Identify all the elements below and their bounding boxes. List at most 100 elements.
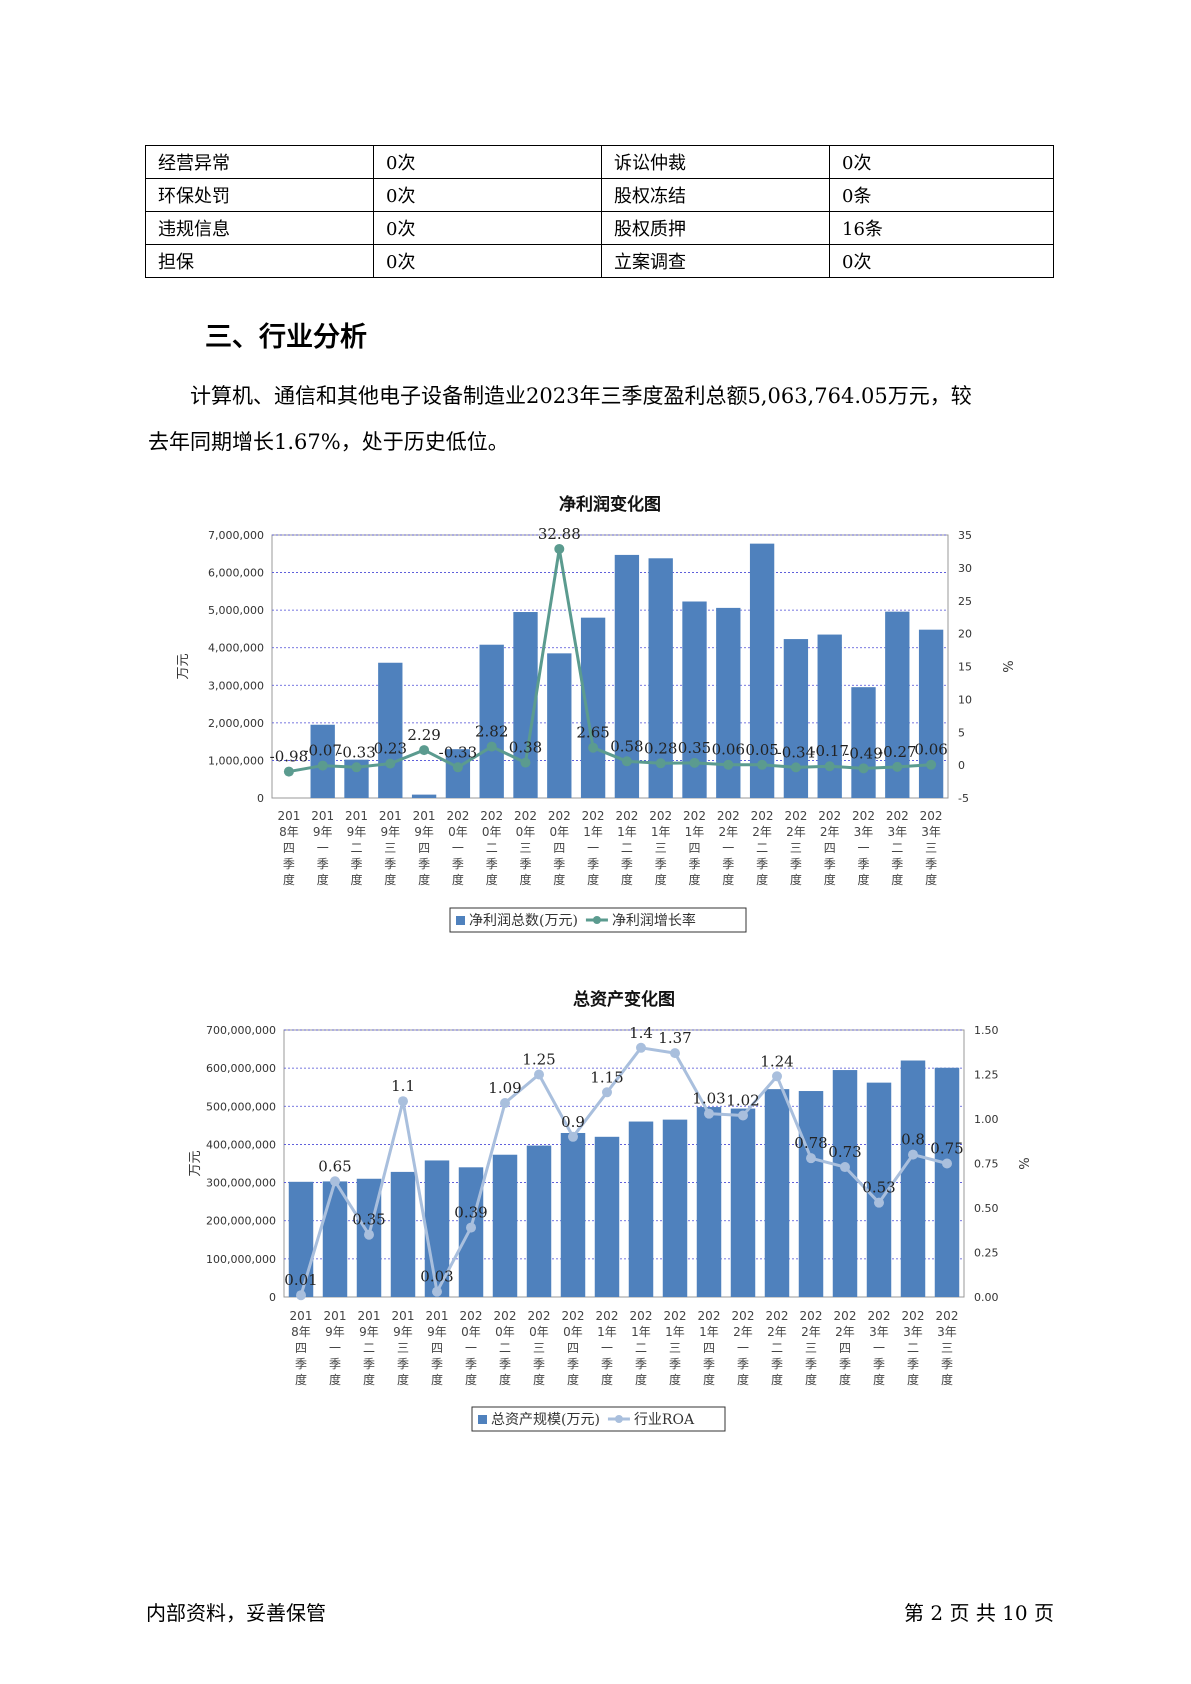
y-tick-label: 4,000,000 xyxy=(208,642,264,655)
x-tick-label: 202 3年二季度 xyxy=(886,809,909,887)
analysis-paragraph-line-2: 去年同期增长1.67%，处于历史低位。 xyxy=(148,430,509,454)
data-label: 1.4 xyxy=(629,1024,653,1042)
data-label: -0.98 xyxy=(270,748,308,766)
line-point xyxy=(330,1176,340,1187)
data-label: 0.8 xyxy=(901,1131,925,1149)
table-cell-value: 0次 xyxy=(373,145,602,179)
line-point xyxy=(874,1197,884,1208)
table-cell-label: 立案调查 xyxy=(601,244,830,278)
bar xyxy=(749,543,775,798)
data-label: 2.65 xyxy=(576,724,609,742)
line-point xyxy=(602,1087,612,1098)
x-tick-label: 202 3年一季度 xyxy=(868,1309,891,1387)
x-tick-label: 202 1年二季度 xyxy=(630,1309,653,1387)
data-label: 0.06 xyxy=(914,741,947,759)
data-label: 0.23 xyxy=(374,740,407,758)
data-label: 0.78 xyxy=(794,1134,827,1152)
x-tick-label: 202 1年四季度 xyxy=(698,1309,721,1387)
bar xyxy=(288,1181,314,1297)
data-label: 0.35 xyxy=(678,739,711,757)
bar xyxy=(696,1107,722,1297)
x-tick-label: 202 1年一季度 xyxy=(582,809,605,887)
x-tick-label: 202 1年一季度 xyxy=(596,1309,619,1387)
x-tick-label: 201 9年四季度 xyxy=(413,809,436,887)
line-point xyxy=(486,741,497,752)
y2-tick-label: 0.25 xyxy=(974,1247,999,1260)
data-label: 0.35 xyxy=(352,1211,385,1229)
table-cell-label: 环保处罚 xyxy=(145,178,374,212)
y-tick-label: 6,000,000 xyxy=(208,567,264,580)
y2-tick-label: -5 xyxy=(958,792,969,805)
data-label: 0.28 xyxy=(644,739,677,757)
line-point xyxy=(926,759,937,770)
x-tick-label: 202 0年四季度 xyxy=(548,809,571,887)
x-tick-label: 201 9年一季度 xyxy=(324,1309,347,1387)
data-label: 2.82 xyxy=(475,723,508,741)
risk-summary-table: 经营异常 0次 诉讼仲裁 0次 环保处罚 0次 股权冻结 0条 违规信息 0次 … xyxy=(145,145,1054,278)
line-point xyxy=(621,756,632,767)
x-tick-label: 202 2年二季度 xyxy=(766,1309,789,1387)
x-tick-label: 202 2年四季度 xyxy=(834,1309,857,1387)
x-tick-label: 202 1年四季度 xyxy=(683,809,706,887)
bar xyxy=(934,1067,960,1297)
x-tick-label: 202 3年三季度 xyxy=(936,1309,959,1387)
table-cell-label: 股权质押 xyxy=(601,211,830,245)
data-label: 1.03 xyxy=(692,1090,725,1108)
x-tick-label: 201 9年二季度 xyxy=(345,809,368,887)
legend-box xyxy=(449,907,747,933)
line-point xyxy=(858,763,869,774)
data-label: 0.75 xyxy=(930,1140,963,1158)
line-point xyxy=(296,1290,306,1301)
legend-bar-swatch xyxy=(456,916,465,925)
section-heading: 三、行业分析 xyxy=(205,322,367,353)
x-tick-label: 202 3年三季度 xyxy=(920,809,943,887)
bar xyxy=(918,629,944,798)
data-label: 1.1 xyxy=(391,1077,415,1095)
table-row: 经营异常 0次 诉讼仲裁 0次 xyxy=(145,145,1054,179)
data-label: 0.58 xyxy=(610,737,643,755)
table-cell-label: 经营异常 xyxy=(145,145,374,179)
data-label: 1.02 xyxy=(726,1091,759,1109)
line-point xyxy=(772,1071,782,1082)
y2-tick-label: 20 xyxy=(958,628,972,641)
line-point xyxy=(806,1153,816,1164)
line-point xyxy=(500,1097,510,1108)
net-profit-chart: 净利润变化图 0 1,000,000 2,000,000 3,000,000 4,000,… xyxy=(0,480,1191,950)
line-point xyxy=(534,1069,544,1080)
line-point xyxy=(520,757,531,768)
line-point xyxy=(364,1229,374,1240)
y2-tick-label: 1.50 xyxy=(974,1024,999,1037)
table-cell-value: 0次 xyxy=(373,244,602,278)
x-tick-label: 202 2年一季度 xyxy=(717,809,740,887)
series-line xyxy=(288,547,932,774)
table-cell-label: 担保 xyxy=(145,244,374,278)
table-cell-value: 0次 xyxy=(373,211,602,245)
line-point xyxy=(283,766,294,777)
x-tick-label: 201 9年一季度 xyxy=(311,809,334,887)
chart-title: 总资产变化图 xyxy=(573,989,675,1010)
y2-tick-label: 35 xyxy=(958,529,972,542)
line-point xyxy=(824,761,835,772)
data-label: 0.01 xyxy=(284,1271,317,1289)
y2-tick-label: 5 xyxy=(958,726,965,739)
data-label: 0.65 xyxy=(318,1157,351,1175)
y-tick-label: 7,000,000 xyxy=(208,529,264,542)
line-point xyxy=(452,762,463,773)
bar xyxy=(648,558,673,798)
y2-tick-label: 0.75 xyxy=(974,1158,999,1171)
y2-tick-label: 30 xyxy=(958,562,972,575)
bar xyxy=(851,687,876,798)
bar xyxy=(322,1181,348,1297)
bar xyxy=(832,1070,858,1297)
y-tick-label: 500,000,000 xyxy=(206,1100,276,1113)
bar xyxy=(764,1089,790,1297)
x-tick-label: 201 8年四季度 xyxy=(277,809,300,887)
data-label: 0.53 xyxy=(862,1179,895,1197)
line-point xyxy=(790,762,801,773)
y2-tick-label: 10 xyxy=(958,693,972,706)
bar xyxy=(628,1121,654,1297)
y2-tick-label: 25 xyxy=(958,595,972,608)
bar xyxy=(682,601,707,798)
y2-tick-label: 0 xyxy=(958,759,965,772)
data-label: 0.03 xyxy=(420,1268,453,1286)
